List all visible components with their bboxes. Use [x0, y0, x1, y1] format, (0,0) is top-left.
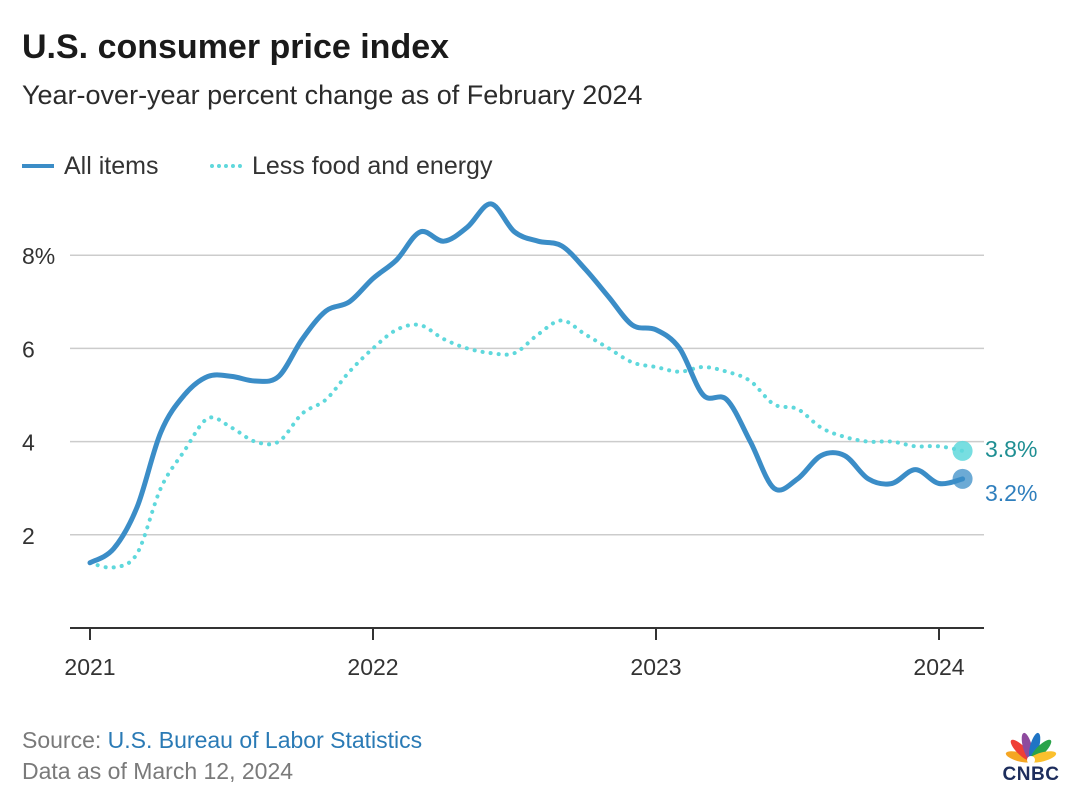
end-point-all-items — [952, 468, 973, 489]
x-tick-label: 2022 — [347, 654, 398, 680]
legend-swatch-all-items — [22, 164, 54, 168]
x-tick-label: 2021 — [64, 654, 115, 680]
y-tick-label: 6 — [22, 336, 35, 362]
y-tick-label: 2 — [22, 523, 35, 549]
cnbc-peacock-logo: CNBC — [996, 726, 1066, 786]
source-link[interactable]: U.S. Bureau of Labor Statistics — [107, 727, 423, 753]
legend-label-core: Less food and energy — [252, 152, 493, 180]
legend-swatch-core — [210, 164, 242, 168]
series-lines — [87, 201, 973, 570]
x-tick-label: 2023 — [630, 654, 681, 680]
grid-lines — [70, 254, 984, 536]
end-label-all-items: 3.2% — [985, 480, 1037, 506]
series-line-all-items — [87, 201, 966, 566]
y-tick-label: 4 — [22, 430, 35, 456]
x-axis — [70, 627, 984, 640]
cnbc-logo-text: CNBC — [1002, 764, 1060, 785]
y-tick-label: 8% — [22, 243, 55, 269]
data-date-note: Data as of March 12, 2024 — [22, 758, 294, 784]
source-prefix: Source: — [22, 727, 108, 753]
peacock-icon — [1005, 732, 1057, 764]
tick-labels: 2 4 6 8% 2021 2022 2023 2024 3.8% 3.2% — [22, 243, 1037, 680]
source-note: Source: U.S. Bureau of Labor Statistics — [22, 727, 422, 754]
x-tick-label: 2024 — [913, 654, 964, 680]
series-line-core — [88, 318, 965, 570]
chart-title: U.S. consumer price index — [22, 28, 450, 66]
chart-subtitle: Year-over-year percent change as of Febr… — [22, 80, 643, 110]
legend-label-all-items: All items — [64, 152, 159, 180]
end-label-core: 3.8% — [985, 436, 1037, 462]
end-point-core — [952, 440, 973, 461]
